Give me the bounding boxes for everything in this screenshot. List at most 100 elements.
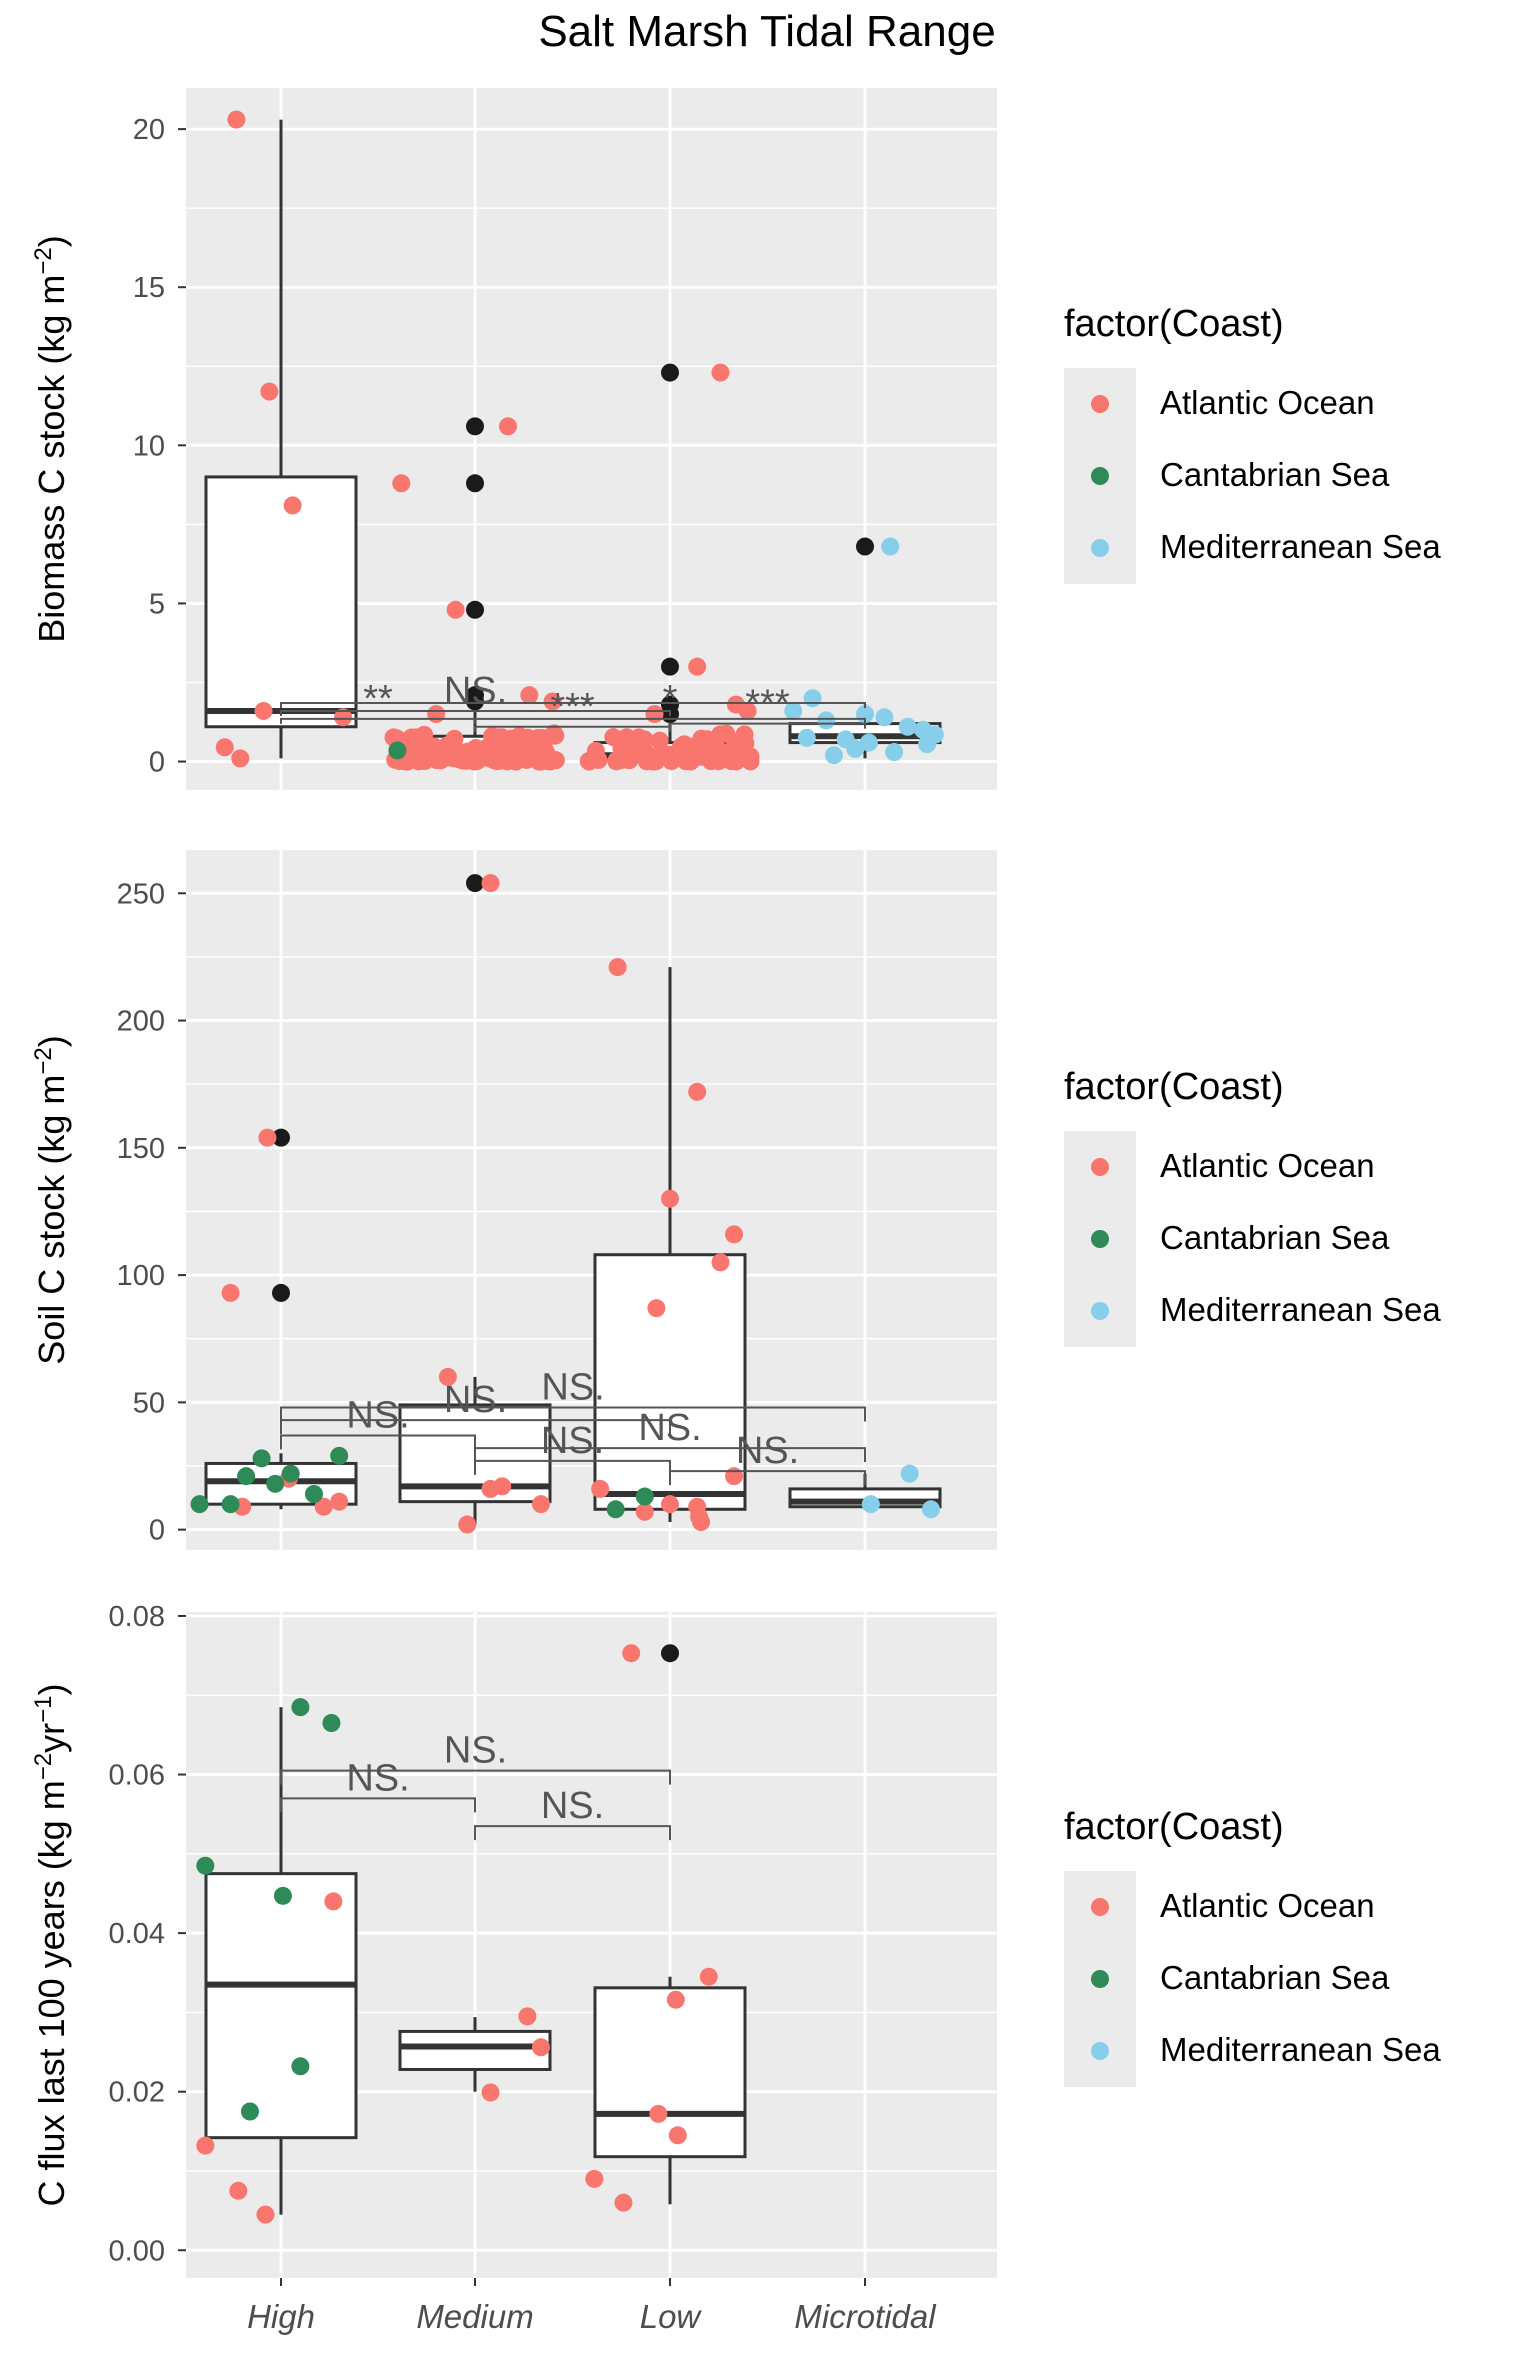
significance-bracket: [280, 1797, 476, 1813]
significance-label: NS.: [736, 1430, 799, 1472]
x-tick-label: Microtidal: [794, 2298, 937, 2335]
significance-bracket: [669, 1470, 866, 1486]
legend-swatch: [1091, 1230, 1109, 1248]
data-point: [258, 1128, 277, 1147]
legend-label: Mediterranean Sea: [1160, 2031, 1441, 2068]
outlier-point: [466, 417, 484, 436]
outlier-point: [466, 474, 484, 493]
data-point: [415, 752, 434, 771]
outlier-point: [272, 1128, 290, 1147]
data-point: [314, 1497, 333, 1516]
data-point: [635, 1487, 654, 1506]
legends: factor(Coast) Atlantic Ocean Cantabrian Se…: [1064, 303, 1441, 2087]
data-point: [668, 2126, 687, 2145]
data-point: [498, 417, 517, 436]
legend-label: Cantabrian Sea: [1160, 1959, 1390, 1996]
box-low: [593, 1986, 747, 2159]
y-axis-label-part: ): [31, 1684, 72, 1696]
data-point: [875, 708, 894, 727]
significance-label: NS.: [541, 1366, 604, 1408]
legend-swatch: [1091, 1970, 1109, 1988]
significance-bracket: [474, 717, 866, 724]
legend-label: Cantabrian Sea: [1160, 456, 1390, 493]
x-axis-tick-labels: High Medium Low Microtidal: [247, 2298, 937, 2335]
data-point: [256, 2205, 275, 2224]
data-point: [476, 745, 495, 764]
legend-title: factor(Coast): [1064, 1066, 1284, 1108]
data-point: [324, 1892, 343, 1911]
y-axis-label: C flux last 100 years (kg m−2yr−1): [30, 1684, 73, 2207]
outlier-point: [272, 1283, 290, 1302]
data-point: [898, 717, 917, 736]
data-point: [711, 1253, 730, 1272]
panel-background: [186, 850, 997, 1550]
data-point: [273, 1886, 292, 1905]
data-point: [649, 2104, 668, 2123]
outlier-point: [466, 692, 484, 711]
data-point: [283, 496, 302, 515]
data-point: [446, 600, 465, 619]
significance-bracket: [474, 1825, 671, 1841]
significance-label: NS.: [444, 670, 507, 712]
y-axis-label-part: yr: [31, 1723, 72, 1753]
data-point: [215, 738, 234, 757]
significance-bracket: [474, 1447, 866, 1463]
legend-3: factor(Coast) Atlantic Ocean Cantabrian Se…: [1064, 1806, 1441, 2087]
data-point: [330, 1492, 349, 1511]
significance-bracket: [280, 709, 671, 716]
legend-2: factor(Coast) Atlantic Ocean Cantabrian Se…: [1064, 1066, 1441, 1347]
y-axis-label-superscript: −2: [30, 1047, 57, 1074]
data-point: [586, 741, 605, 760]
figure-title: Salt Marsh Tidal Range: [538, 7, 995, 56]
significance-label: NS.: [541, 1420, 604, 1462]
outlier-point: [466, 874, 484, 893]
data-point: [784, 701, 803, 720]
y-tick-label: 0.06: [109, 1760, 165, 1792]
x-tick-label: Medium: [416, 2298, 533, 2335]
y-axis-label-part: Soil C stock (kg m: [31, 1075, 72, 1365]
data-point: [921, 1500, 940, 1519]
data-point: [633, 737, 652, 756]
data-point: [540, 752, 559, 771]
box-high: [204, 1872, 358, 2140]
data-point: [797, 728, 816, 747]
data-point: [543, 692, 562, 711]
data-point: [493, 1477, 512, 1496]
data-point: [645, 705, 664, 724]
data-point: [518, 728, 537, 747]
legend-label: Cantabrian Sea: [1160, 1219, 1390, 1256]
data-point: [481, 874, 500, 893]
data-point: [699, 1967, 718, 1986]
legend-1: factor(Coast) Atlantic Ocean Cantabrian Se…: [1064, 303, 1441, 584]
data-point: [518, 2007, 537, 2026]
data-point: [846, 739, 865, 758]
data-point: [254, 701, 273, 720]
data-point: [532, 739, 551, 758]
y-tick-label: 200: [117, 1006, 165, 1038]
data-point: [291, 2057, 310, 2076]
data-point: [291, 1698, 310, 1717]
data-point: [520, 686, 539, 705]
significance-bracket: [474, 725, 671, 732]
legend-label: Mediterranean Sea: [1160, 1291, 1441, 1328]
data-point: [688, 657, 707, 676]
significance-bracket: [280, 1769, 671, 1785]
significance-bracket: [280, 1406, 866, 1422]
data-point: [190, 1495, 209, 1514]
x-tick-label: Low: [640, 2298, 703, 2335]
data-point: [252, 1449, 271, 1468]
outlier-point: [661, 363, 679, 382]
significance-label: NS.: [444, 1379, 507, 1421]
data-point: [591, 1479, 610, 1498]
data-point: [861, 1495, 880, 1514]
data-point: [885, 743, 904, 762]
y-tick-label: 0: [149, 747, 165, 779]
y-axis-label-part: ): [31, 235, 72, 247]
legend-swatch: [1091, 1302, 1109, 1320]
significance-label: NS.: [638, 1407, 701, 1449]
data-point: [196, 1856, 215, 1875]
data-point: [260, 382, 279, 401]
data-point: [481, 2083, 500, 2102]
data-point: [196, 2136, 215, 2155]
